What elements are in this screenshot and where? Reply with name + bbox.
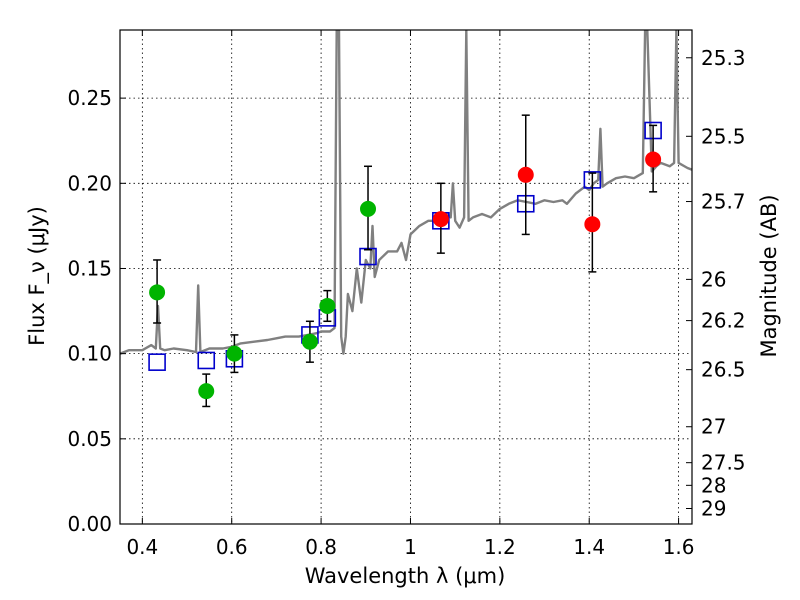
axis-ticks: 0.4 0.6 0.8 1 1.2 1.4 1.6 0.00 0.05 0.10 0.15 0.20 0… [67,30,746,559]
grid [120,30,692,524]
plot-frame [119,29,693,525]
x-tick-label: 1.2 [484,535,516,559]
observed-point-green [319,297,336,314]
y-tick-label: 0.05 [67,427,112,451]
spectrum-line [120,30,692,355]
right-axis-title: Magnitude (AB) [757,194,781,357]
x-tick-label: 1.6 [663,535,695,559]
right-tick-label: 27 [701,415,726,439]
right-tick-label: 26.5 [701,358,746,382]
right-tick-label: 25.3 [701,46,746,70]
observed-point-red [432,211,449,228]
observed-point-green [198,383,215,400]
x-tick-label: 1.4 [573,535,605,559]
x-tick-label: 0.6 [216,535,248,559]
observed-point-red [645,151,662,168]
right-tick-label: 25.7 [701,190,746,214]
right-tick-label: 29 [701,496,726,520]
observed-point-red [517,166,534,183]
right-tick-label: 27.5 [701,451,746,475]
x-tick-label: 0.8 [305,535,337,559]
y-axis-title: Flux F_ν (μJy) [25,206,50,346]
observed-point-green [226,345,243,362]
y-tick-label: 0.00 [67,512,112,536]
model-photometry-square [197,351,216,370]
x-tick-label: 0.4 [126,535,158,559]
data-marks [120,30,692,408]
right-tick-label: 28 [701,473,726,497]
observed-point-green [149,284,166,301]
x-tick-label: 1 [404,535,417,559]
model-photometry-square [148,353,166,371]
y-tick-label: 0.20 [67,171,112,195]
observed-point-red [584,216,601,233]
y-tick-label: 0.10 [67,342,112,366]
right-tick-label: 25.5 [701,124,746,148]
x-axis-title: Wavelength λ (μm) [305,564,506,588]
right-tick-label: 26.2 [701,309,746,333]
observed-point-green [301,333,318,350]
observed-point-green [360,200,377,217]
right-tick-label: 26 [701,267,726,291]
y-tick-label: 0.15 [67,256,112,280]
y-tick-label: 0.25 [67,86,112,110]
